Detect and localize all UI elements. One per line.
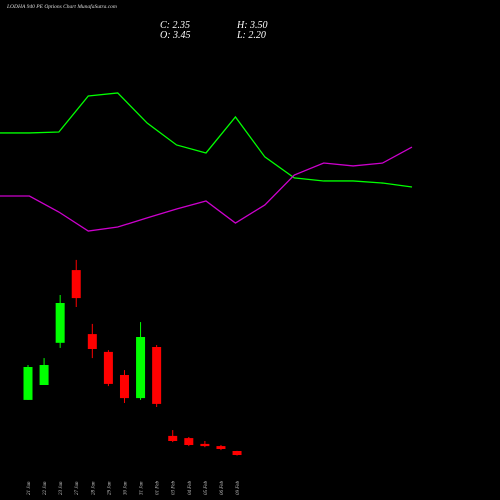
candle-body bbox=[184, 438, 194, 445]
candle-body bbox=[136, 337, 146, 399]
low-label: L: 2.20 bbox=[236, 30, 266, 41]
series-line bbox=[0, 146, 413, 232]
x-tick-label: 30 Jan bbox=[123, 481, 128, 495]
x-tick-label: 09 Feb bbox=[236, 480, 241, 495]
close-label: C: 2.35 bbox=[160, 20, 190, 31]
high-label: H: 3.50 bbox=[236, 20, 268, 31]
series-line bbox=[0, 92, 413, 188]
candle-body bbox=[55, 303, 65, 343]
x-tick-label: 01 Feb bbox=[156, 480, 161, 495]
x-tick-label: 27 Jan bbox=[75, 481, 80, 495]
candle-body bbox=[87, 334, 97, 349]
candle-body bbox=[23, 367, 33, 400]
x-tick-label: 31 Jan bbox=[140, 481, 145, 495]
chart-title: LODHA 940 PE Options Chart MunafaSutra.c… bbox=[6, 3, 117, 10]
x-tick-label: 05 Feb bbox=[204, 480, 209, 495]
open-label: O: 3.45 bbox=[160, 30, 191, 41]
candle-body bbox=[232, 451, 242, 455]
candle-body bbox=[119, 375, 129, 399]
candle-body bbox=[39, 365, 49, 385]
x-tick-label: 03 Feb bbox=[172, 480, 177, 495]
candle-body bbox=[103, 351, 113, 384]
candle-body bbox=[168, 435, 178, 441]
x-tick-label: 04 Feb bbox=[188, 480, 193, 495]
x-tick-label: 22 Jan bbox=[43, 481, 48, 495]
x-tick-label: 29 Jan bbox=[107, 481, 112, 495]
candle-body bbox=[216, 446, 226, 449]
candle-body bbox=[152, 347, 162, 404]
x-tick-label: 23 Jan bbox=[59, 481, 64, 495]
candle-body bbox=[71, 270, 81, 299]
candle-body bbox=[200, 443, 210, 447]
x-tick-label: 06 Feb bbox=[220, 480, 225, 495]
x-tick-label: 21 Jan bbox=[27, 481, 32, 495]
x-tick-label: 28 Jan bbox=[91, 481, 96, 495]
